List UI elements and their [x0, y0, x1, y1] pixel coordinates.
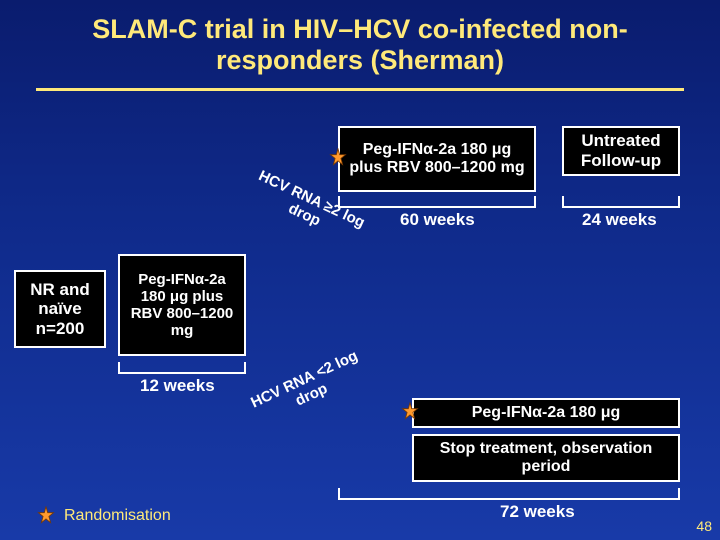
box-arm-top-text: Peg-IFNα-2a 180 μg plus RBV 800–1200 mg: [346, 141, 528, 178]
legend-randomisation: Randomisation: [36, 506, 171, 526]
bracket-12wk: [118, 362, 246, 372]
box-arm-followup-text: Untreated Follow-up: [570, 131, 672, 170]
box-arm-followup: Untreated Follow-up: [562, 126, 680, 176]
star-icon: [328, 148, 348, 168]
bracket-60wk: [338, 196, 536, 206]
box-entry-text: NR and naïve n=200: [22, 280, 98, 339]
box-stop: Stop treatment, observation period: [412, 434, 680, 482]
legend-randomisation-text: Randomisation: [64, 507, 171, 525]
box-arm-top: Peg-IFNα-2a 180 μg plus RBV 800–1200 mg: [338, 126, 536, 192]
slide-number: 48: [696, 518, 712, 534]
box-entry: NR and naïve n=200: [14, 270, 106, 348]
branch-label-down: HCV RNA <2 log drop: [246, 346, 369, 428]
bracket-72wk: [338, 488, 680, 498]
diagram-stage: NR and naïve n=200 Peg-IFNα-2a 180 μg pl…: [0, 90, 720, 520]
box-arm-bottom: Peg-IFNα-2a 180 μg: [412, 398, 680, 428]
label-24wk: 24 weeks: [582, 210, 657, 230]
label-12wk: 12 weeks: [140, 376, 215, 396]
branch-label-down-text: HCV RNA <2 log drop: [248, 347, 360, 411]
slide-title: SLAM-C trial in HIV–HCV co-infected non-…: [0, 0, 720, 82]
label-72wk: 72 weeks: [500, 502, 575, 522]
bracket-24wk: [562, 196, 680, 206]
box-stop-text: Stop treatment, observation period: [420, 440, 672, 477]
box-leadin: Peg-IFNα-2a 180 μg plus RBV 800–1200 mg: [118, 254, 246, 356]
box-leadin-text: Peg-IFNα-2a 180 μg plus RBV 800–1200 mg: [126, 271, 238, 340]
star-icon: [36, 506, 56, 526]
box-arm-bottom-text: Peg-IFNα-2a 180 μg: [472, 404, 621, 422]
star-icon: [400, 402, 420, 422]
label-60wk: 60 weeks: [400, 210, 475, 230]
